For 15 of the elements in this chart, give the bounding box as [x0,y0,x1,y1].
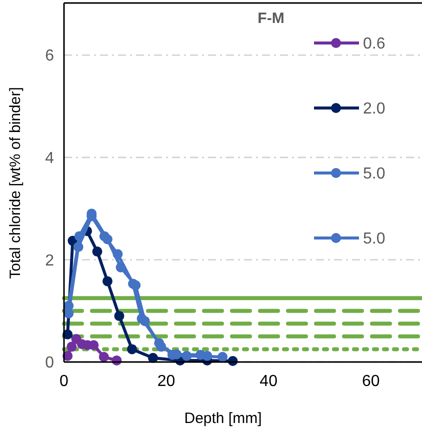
x-tick-label: 40 [260,373,278,390]
x-tick-label: 0 [60,373,69,390]
x-tick-label: 20 [157,373,176,390]
x-tick-label: 60 [362,373,380,390]
y-axis-title: Total chloride [wt% of binder] [7,87,24,279]
legend-label: 5.0 [363,166,386,183]
x-axis-title: Depth [mm] [184,410,262,427]
legend-label: 0.6 [363,36,386,53]
y-tick-label: 0 [45,354,54,372]
legend-label: 2.0 [363,100,386,118]
y-tick-label: 6 [45,48,54,65]
legend-label: 5.0 [363,230,386,248]
y-tick-label: 2 [45,252,54,270]
y-tick-label: 4 [45,150,54,168]
chart-title: F-M [258,10,284,27]
